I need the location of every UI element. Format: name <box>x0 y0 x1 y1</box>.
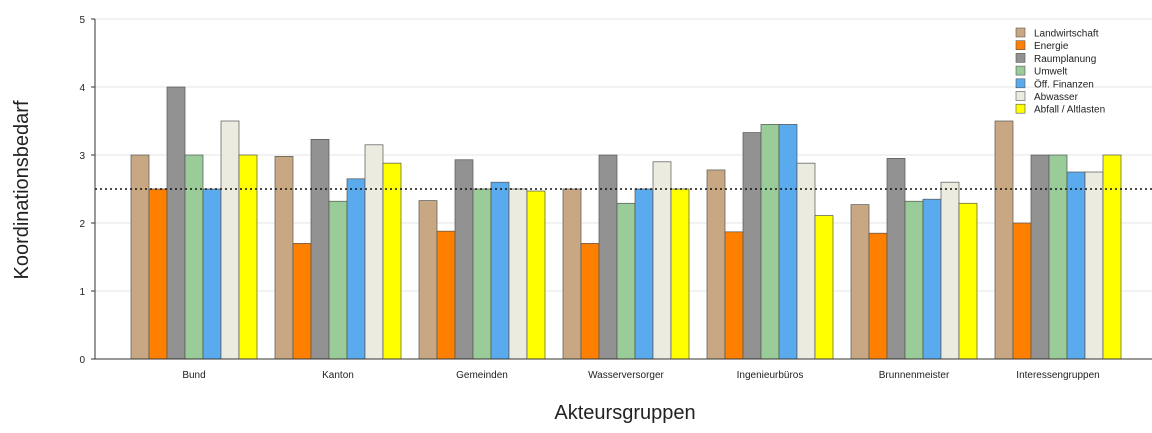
x-tick-label: Brunnenmeister <box>879 370 950 381</box>
bar-energie-4 <box>724 231 744 360</box>
x-tick-label: Gemeinden <box>456 370 508 381</box>
legend-label: Raumplanung <box>1034 54 1096 65</box>
bar-öff-finanzen-0 <box>202 188 222 360</box>
bar-abwasser-3 <box>652 161 672 360</box>
bar-raumplanung-6 <box>1030 154 1050 360</box>
bar-umwelt-6 <box>1048 154 1068 360</box>
legend-label: Abfall / Altlasten <box>1034 105 1105 116</box>
y-tick-label: 0 <box>79 355 85 366</box>
y-tick-label: 4 <box>79 83 85 94</box>
bar-raumplanung-4 <box>742 132 762 360</box>
x-tick-label: Kanton <box>322 370 354 381</box>
bar-landwirtschaft-0 <box>130 154 150 360</box>
bar-energie-1 <box>292 243 312 360</box>
bar-abfall-altlasten-1 <box>382 162 402 360</box>
bar-abwasser-2 <box>508 188 528 360</box>
x-tick-label: Bund <box>182 370 205 381</box>
bar-raumplanung-1 <box>310 139 330 360</box>
bar-umwelt-1 <box>328 200 348 360</box>
legend-swatch <box>1015 103 1026 114</box>
legend-swatch <box>1015 53 1026 63</box>
bar-abfall-altlasten-3 <box>670 188 690 360</box>
bar-abfall-altlasten-0 <box>238 154 258 360</box>
bar-abwasser-0 <box>220 120 240 360</box>
legend-swatch <box>1015 27 1026 38</box>
bar-umwelt-4 <box>760 124 780 360</box>
legend-label: Landwirtschaft <box>1034 29 1099 40</box>
axes: 0 1 2 3 4 5 Bund Kanton Gemeinden Wasserversorger… <box>79 15 1152 381</box>
bar-öff-finanzen-6 <box>1066 171 1086 360</box>
bar-abfall-altlasten-6 <box>1102 154 1122 360</box>
legend-swatch <box>1015 91 1026 101</box>
legend-swatch <box>1015 65 1026 76</box>
legend-swatch <box>1015 78 1026 89</box>
y-tick-label: 1 <box>79 287 85 298</box>
bar-umwelt-0 <box>184 154 204 360</box>
y-tick-label: 2 <box>79 219 85 230</box>
bar-öff-finanzen-2 <box>490 181 510 360</box>
bar-abfall-altlasten-5 <box>958 202 978 360</box>
legend-label: Öff. Finanzen <box>1034 78 1094 90</box>
x-tick-label: Wasserversorger <box>588 370 664 381</box>
bar-abfall-altlasten-4 <box>814 215 834 360</box>
bar-energie-2 <box>436 230 456 360</box>
bar-öff-finanzen-1 <box>346 178 366 360</box>
bar-öff-finanzen-3 <box>634 188 654 360</box>
bar-landwirtschaft-1 <box>274 156 294 360</box>
bar-abwasser-4 <box>796 162 816 360</box>
y-axis-title: Koordinationsbedarf <box>11 100 33 279</box>
bar-landwirtschaft-3 <box>562 188 582 360</box>
bar-energie-6 <box>1012 222 1032 360</box>
legend-label: Abwasser <box>1034 92 1079 103</box>
bar-öff-finanzen-4 <box>778 124 798 360</box>
bar-energie-0 <box>148 188 168 360</box>
bar-energie-3 <box>580 243 600 360</box>
x-tick-label: Ingenieurbüros <box>737 370 804 381</box>
bar-umwelt-2 <box>472 188 492 360</box>
legend-swatch <box>1015 40 1026 51</box>
bar-abfall-altlasten-2 <box>526 190 546 360</box>
bar-landwirtschaft-6 <box>994 120 1014 360</box>
legend-label: Umwelt <box>1034 67 1068 78</box>
legend-label: Energie <box>1034 41 1069 52</box>
bar-energie-5 <box>868 232 888 360</box>
y-tick-label: 5 <box>79 15 85 26</box>
bars <box>130 86 1122 360</box>
bar-abwasser-6 <box>1084 171 1104 360</box>
bar-öff-finanzen-5 <box>922 198 942 360</box>
bar-abwasser-5 <box>940 181 960 360</box>
x-axis-title: Akteursgruppen <box>554 402 695 424</box>
bar-raumplanung-0 <box>166 86 186 360</box>
bar-umwelt-3 <box>616 202 636 360</box>
bar-landwirtschaft-5 <box>850 204 870 360</box>
x-tick-label: Interessengruppen <box>1016 370 1099 381</box>
bar-umwelt-5 <box>904 200 924 360</box>
bar-raumplanung-3 <box>598 154 618 360</box>
bar-landwirtschaft-4 <box>706 169 726 360</box>
y-tick-label: 3 <box>79 151 85 162</box>
bar-abwasser-1 <box>364 144 384 360</box>
bar-landwirtschaft-2 <box>418 200 438 360</box>
